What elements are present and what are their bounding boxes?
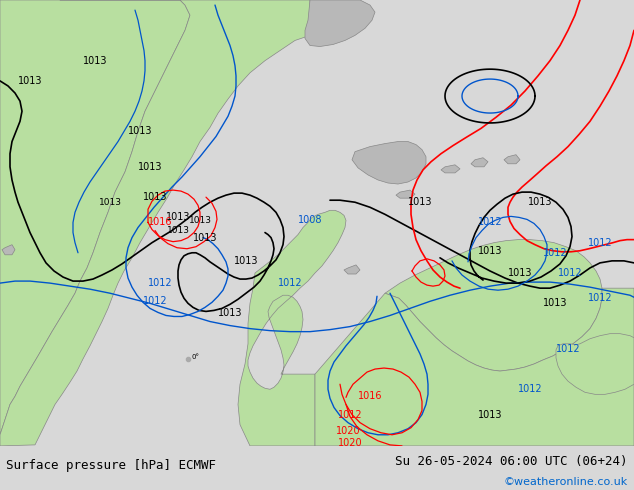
Text: Su 26-05-2024 06:00 UTC (06+24): Su 26-05-2024 06:00 UTC (06+24) (395, 455, 628, 468)
Text: 1012: 1012 (555, 344, 580, 354)
Text: 1012: 1012 (338, 410, 362, 419)
Text: 1012: 1012 (148, 278, 172, 288)
Text: 0°: 0° (192, 354, 200, 360)
Text: 1013: 1013 (478, 246, 502, 256)
Text: 1013: 1013 (408, 197, 432, 207)
Text: 1012: 1012 (143, 296, 167, 306)
Text: 1012: 1012 (588, 294, 612, 303)
Text: 1020: 1020 (335, 426, 360, 436)
Text: 1020: 1020 (338, 438, 362, 448)
Text: 1013: 1013 (478, 410, 502, 419)
Text: 1013: 1013 (167, 226, 190, 235)
Text: 1013: 1013 (527, 197, 552, 207)
Text: 1013: 1013 (18, 76, 42, 86)
Text: 1013: 1013 (193, 233, 217, 243)
Text: 1012: 1012 (278, 278, 302, 288)
Text: 1013: 1013 (83, 56, 107, 66)
Text: Surface pressure [hPa] ECMWF: Surface pressure [hPa] ECMWF (6, 459, 216, 472)
Text: 1013: 1013 (508, 268, 533, 278)
Text: 1013: 1013 (127, 126, 152, 136)
Text: 1013: 1013 (234, 256, 258, 266)
Text: 1013: 1013 (143, 192, 167, 202)
Text: 1012: 1012 (518, 384, 542, 394)
Text: 1013: 1013 (217, 308, 242, 318)
Text: ©weatheronline.co.uk: ©weatheronline.co.uk (503, 477, 628, 487)
Text: 1012: 1012 (588, 238, 612, 247)
Text: 1013: 1013 (188, 216, 212, 225)
Text: 1008: 1008 (298, 216, 322, 225)
Text: 1013: 1013 (138, 162, 162, 172)
Text: 1013: 1013 (98, 198, 122, 207)
Text: 1013: 1013 (543, 298, 567, 308)
Text: 1012: 1012 (477, 218, 502, 227)
Text: 1016: 1016 (148, 218, 172, 227)
Text: 1013: 1013 (165, 212, 190, 222)
Text: 1012: 1012 (558, 268, 582, 278)
Text: 1016: 1016 (358, 392, 382, 401)
Text: 1012: 1012 (543, 248, 567, 258)
